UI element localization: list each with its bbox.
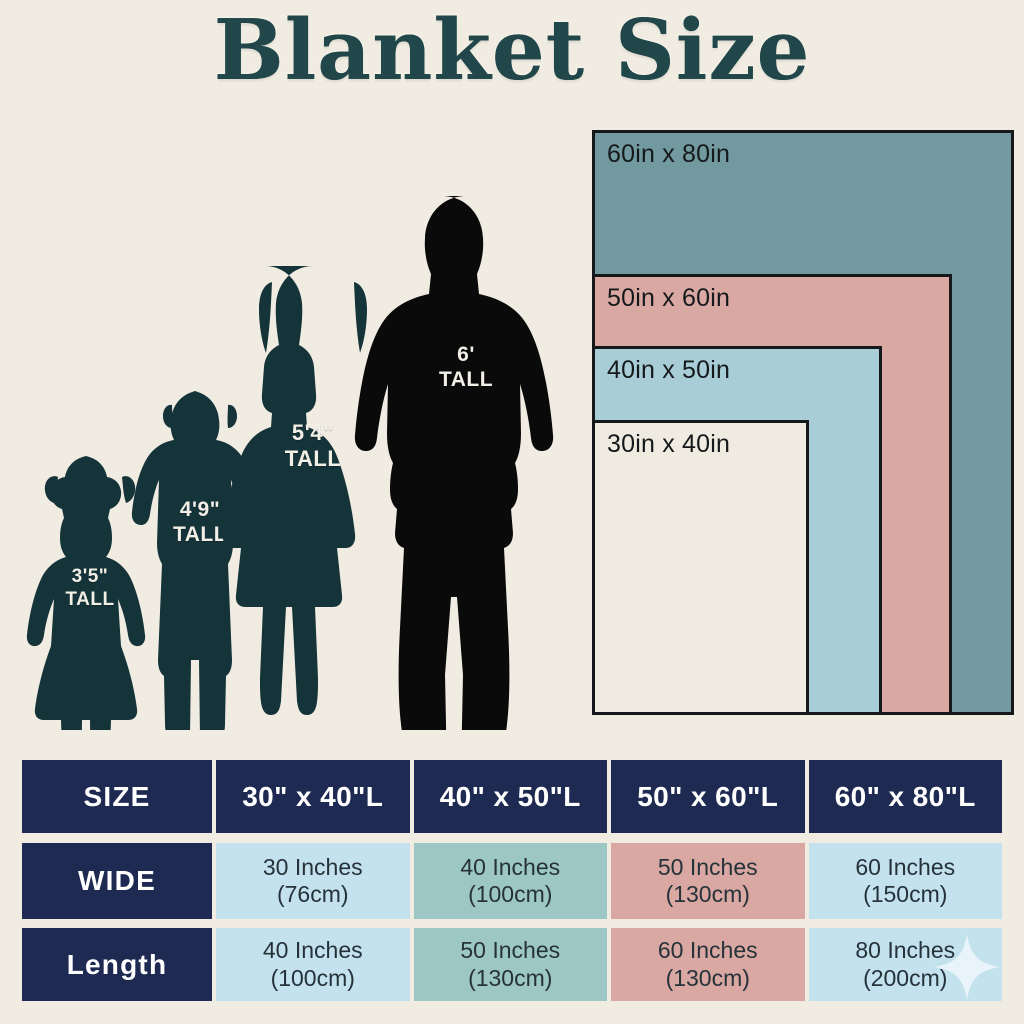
blanket-rect-50x60-label: 50in x 60in: [607, 284, 731, 312]
blanket-rect-30x40[interactable]: 30in x 40in: [592, 420, 809, 715]
row-label-length: Length: [22, 928, 212, 1001]
cell-length-60x80: 80 Inches (200cm): [808, 928, 1002, 1001]
man-height-label: 6' TALL: [439, 343, 493, 391]
cell-wide-60x80: 60 Inches (150cm): [808, 843, 1002, 919]
table-header-30x40[interactable]: 30" x 40"L: [216, 760, 410, 833]
cell-wide-50x60: 50 Inches (130cm): [611, 843, 805, 919]
boy-height-label: 4'9" TALL: [173, 498, 227, 546]
table-header-50x60[interactable]: 50" x 60"L: [611, 760, 805, 833]
table-header-60x80[interactable]: 60" x 80"L: [808, 760, 1002, 833]
cell-wide-30x40: 30 Inches (76cm): [216, 843, 410, 919]
page-title-outline: Blanket Size: [212, 1, 811, 100]
table-row-size: SIZE 30" x 40"L 40" x 50"L 50" x 60"L 60…: [22, 760, 1002, 833]
silhouette-group: 3'5" TALL 4'9" TALL 5'4" TALL 6' TALL: [26, 196, 554, 730]
table-row-length: Length 40 Inches (100cm) 50 Inches (130c…: [22, 928, 1002, 1001]
boy-silhouette: [131, 391, 259, 730]
blanket-rect-30x40-label: 30in x 40in: [607, 430, 731, 458]
row-label-size: SIZE: [22, 760, 212, 833]
table-header-40x50[interactable]: 40" x 50"L: [413, 760, 607, 833]
page-title: Blanket Size: [213, 1, 811, 99]
blanket-rect-40x50-label: 40in x 50in: [607, 356, 731, 384]
man-silhouette: [354, 196, 554, 730]
woman-silhouette: [222, 266, 367, 715]
row-label-wide: WIDE: [22, 843, 212, 919]
woman-height-label: 5'4" TALL: [285, 420, 342, 471]
cell-length-40x50: 50 Inches (130cm): [413, 928, 607, 1001]
blanket-rect-60x80-label: 60in x 80in: [607, 140, 731, 168]
cell-length-50x60: 60 Inches (130cm): [611, 928, 805, 1001]
cell-wide-40x50: 40 Inches (100cm): [413, 843, 607, 919]
cell-length-30x40: 40 Inches (100cm): [216, 928, 410, 1001]
size-table: SIZE 30" x 40"L 40" x 50"L 50" x 60"L 60…: [22, 760, 1002, 1001]
girl-silhouette: [26, 456, 146, 730]
blanket-size-diagram: 60in x 80in 50in x 60in 40in x 50in 30in…: [592, 130, 1014, 715]
girl-height-label: 3'5" TALL: [65, 566, 114, 610]
table-row-wide: WIDE 30 Inches (76cm) 40 Inches (100cm) …: [22, 843, 1002, 919]
